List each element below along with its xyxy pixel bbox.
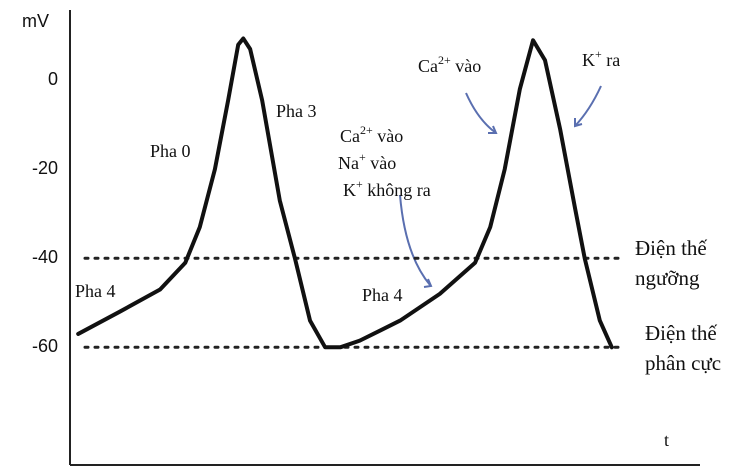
reference-label: Điện thế	[645, 321, 717, 345]
arrow-head	[423, 278, 433, 288]
annotation-text: Pha 4	[75, 281, 116, 301]
annotation: Pha 0	[150, 141, 191, 161]
annotation-text: vào	[373, 126, 404, 146]
superscript: 2+	[438, 53, 451, 67]
x-axis-label: t	[664, 430, 669, 450]
annotation-text: Na	[338, 153, 359, 173]
annotation: Ca2+ vào	[340, 123, 403, 146]
annotation-text: Pha 4	[362, 285, 403, 305]
arrow-head	[574, 118, 583, 128]
annotation-text: Pha 0	[150, 141, 191, 161]
superscript: +	[356, 177, 363, 191]
annotation: Pha 3	[276, 101, 317, 121]
annotation-text: vào	[451, 56, 482, 76]
annotation-text: Ca	[340, 126, 360, 146]
annotation: Na+ vào	[338, 150, 396, 173]
annotation-text: Ca	[418, 56, 438, 76]
y-tick-label: -20	[32, 158, 58, 178]
arrows	[399, 85, 602, 288]
reference-label: phân cực	[645, 351, 721, 375]
arrow	[465, 92, 497, 134]
y-tick-label: -40	[32, 247, 58, 267]
annotation: Ca2+ vào	[418, 53, 481, 76]
annotation: K+ ra	[582, 47, 620, 70]
annotation-text: ra	[602, 50, 620, 70]
superscript: +	[595, 47, 602, 61]
superscript: +	[359, 150, 366, 164]
arrow	[399, 194, 431, 286]
annotation-text: Pha 3	[276, 101, 317, 121]
annotation: Pha 4	[75, 281, 116, 301]
line	[76, 36, 614, 350]
arrow	[574, 85, 602, 127]
y-axis-label: mV	[22, 11, 49, 31]
annotation-text: K	[343, 180, 356, 200]
y-tick-label: -60	[32, 336, 58, 356]
annotation: Pha 4	[362, 285, 403, 305]
reference-label: ngưỡng	[635, 266, 700, 290]
arrow-head	[488, 125, 498, 134]
reference-label: Điện thế	[635, 236, 707, 260]
annotation: K+ không ra	[343, 177, 431, 200]
annotation-text: vào	[366, 153, 397, 173]
y-tick-label: 0	[48, 69, 58, 89]
annotation-text: không ra	[363, 180, 431, 200]
superscript: 2+	[360, 123, 373, 137]
annotation-text: K	[582, 50, 595, 70]
